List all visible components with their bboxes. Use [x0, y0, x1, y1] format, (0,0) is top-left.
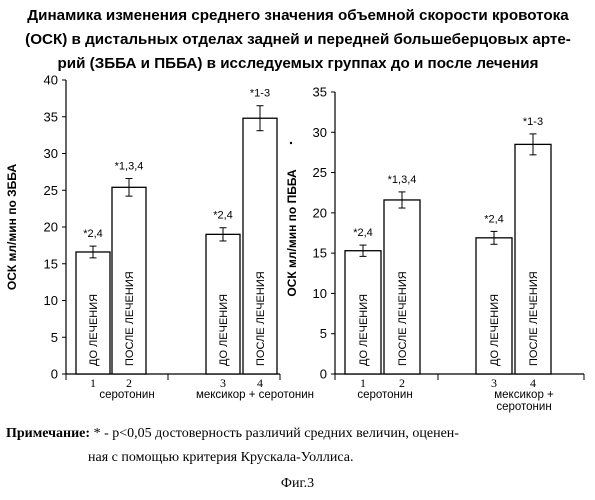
- bar-inner-label: ПОСЛЕ ЛЕЧЕНИЯ: [255, 271, 267, 366]
- bar-inner-label: ПОСЛЕ ЛЕЧЕНИЯ: [397, 271, 409, 366]
- bar-inner-label: ДО ЛЕЧЕНИЯ: [489, 294, 501, 366]
- bar-inner-label: ДО ЛЕЧЕНИЯ: [88, 294, 100, 366]
- bar-inner-label: ПОСЛЕ ЛЕЧЕНИЯ: [528, 271, 540, 366]
- significance-label: *1-3: [523, 116, 543, 128]
- y-axis-label: ОСК мл/мин по ПББА: [285, 169, 299, 297]
- y-tick-label: 25: [313, 165, 327, 180]
- y-tick-label: 40: [44, 73, 58, 88]
- figure-caption: Фиг.3: [0, 476, 595, 492]
- bar-number: 2: [399, 376, 405, 390]
- bar-number: 3: [491, 376, 497, 390]
- note-line-1: * - p<0,05 достоверность различий средни…: [90, 426, 459, 441]
- bar-number: 4: [530, 376, 536, 390]
- y-tick-label: 30: [313, 125, 327, 140]
- significance-label: *1,3,4: [115, 160, 144, 172]
- y-axis-label: ОСК мл/мин по ЗББА: [5, 164, 19, 291]
- bar-inner-label: ДО ЛЕЧЕНИЯ: [218, 294, 230, 366]
- note: Примечание: * - p<0,05 достоверность раз…: [6, 422, 586, 446]
- y-tick-label: 0: [51, 367, 58, 382]
- bar-number: 3: [220, 376, 226, 390]
- y-tick-label: 20: [44, 220, 58, 235]
- significance-label: *1-3: [250, 88, 270, 100]
- y-tick-label: 15: [313, 246, 327, 261]
- y-tick-label: 35: [44, 109, 58, 124]
- y-tick-label: 30: [44, 146, 58, 161]
- group-label: серотонин: [496, 401, 551, 413]
- bar-number: 4: [257, 376, 263, 390]
- stray-dot: [290, 142, 292, 144]
- significance-label: *2,4: [83, 228, 103, 240]
- note-line-2: ная с помощью критерия Крускала-Уоллиса.: [88, 448, 354, 468]
- y-tick-label: 0: [320, 367, 327, 382]
- bar-number: 2: [126, 376, 132, 390]
- bar-inner-label: ПОСЛЕ ЛЕЧЕНИЯ: [124, 271, 136, 366]
- y-tick-label: 15: [44, 256, 58, 271]
- y-tick-label: 10: [313, 286, 327, 301]
- significance-label: *2,4: [353, 227, 373, 239]
- y-tick-label: 10: [44, 293, 58, 308]
- significance-label: *2,4: [484, 213, 504, 225]
- y-tick-label: 5: [320, 326, 327, 341]
- bar-number: 1: [90, 376, 96, 390]
- group-label: серотонин: [357, 389, 412, 401]
- y-tick-label: 5: [51, 330, 58, 345]
- note-label: Примечание:: [6, 426, 90, 441]
- charts-canvas: 0510152025303540ОСК мл/мин по ЗББА*2,4ДО…: [0, 0, 595, 420]
- y-tick-label: 20: [313, 205, 327, 220]
- significance-label: *2,4: [213, 210, 233, 222]
- significance-label: *1,3,4: [388, 174, 417, 186]
- group-label: мексикор +: [494, 389, 554, 401]
- y-tick-label: 35: [313, 85, 327, 100]
- y-tick-label: 25: [44, 183, 58, 198]
- group-label: мексикор + серотонин: [196, 389, 314, 401]
- bar-number: 1: [360, 376, 366, 390]
- group-label: серотонин: [99, 389, 154, 401]
- bar-inner-label: ДО ЛЕЧЕНИЯ: [358, 294, 370, 366]
